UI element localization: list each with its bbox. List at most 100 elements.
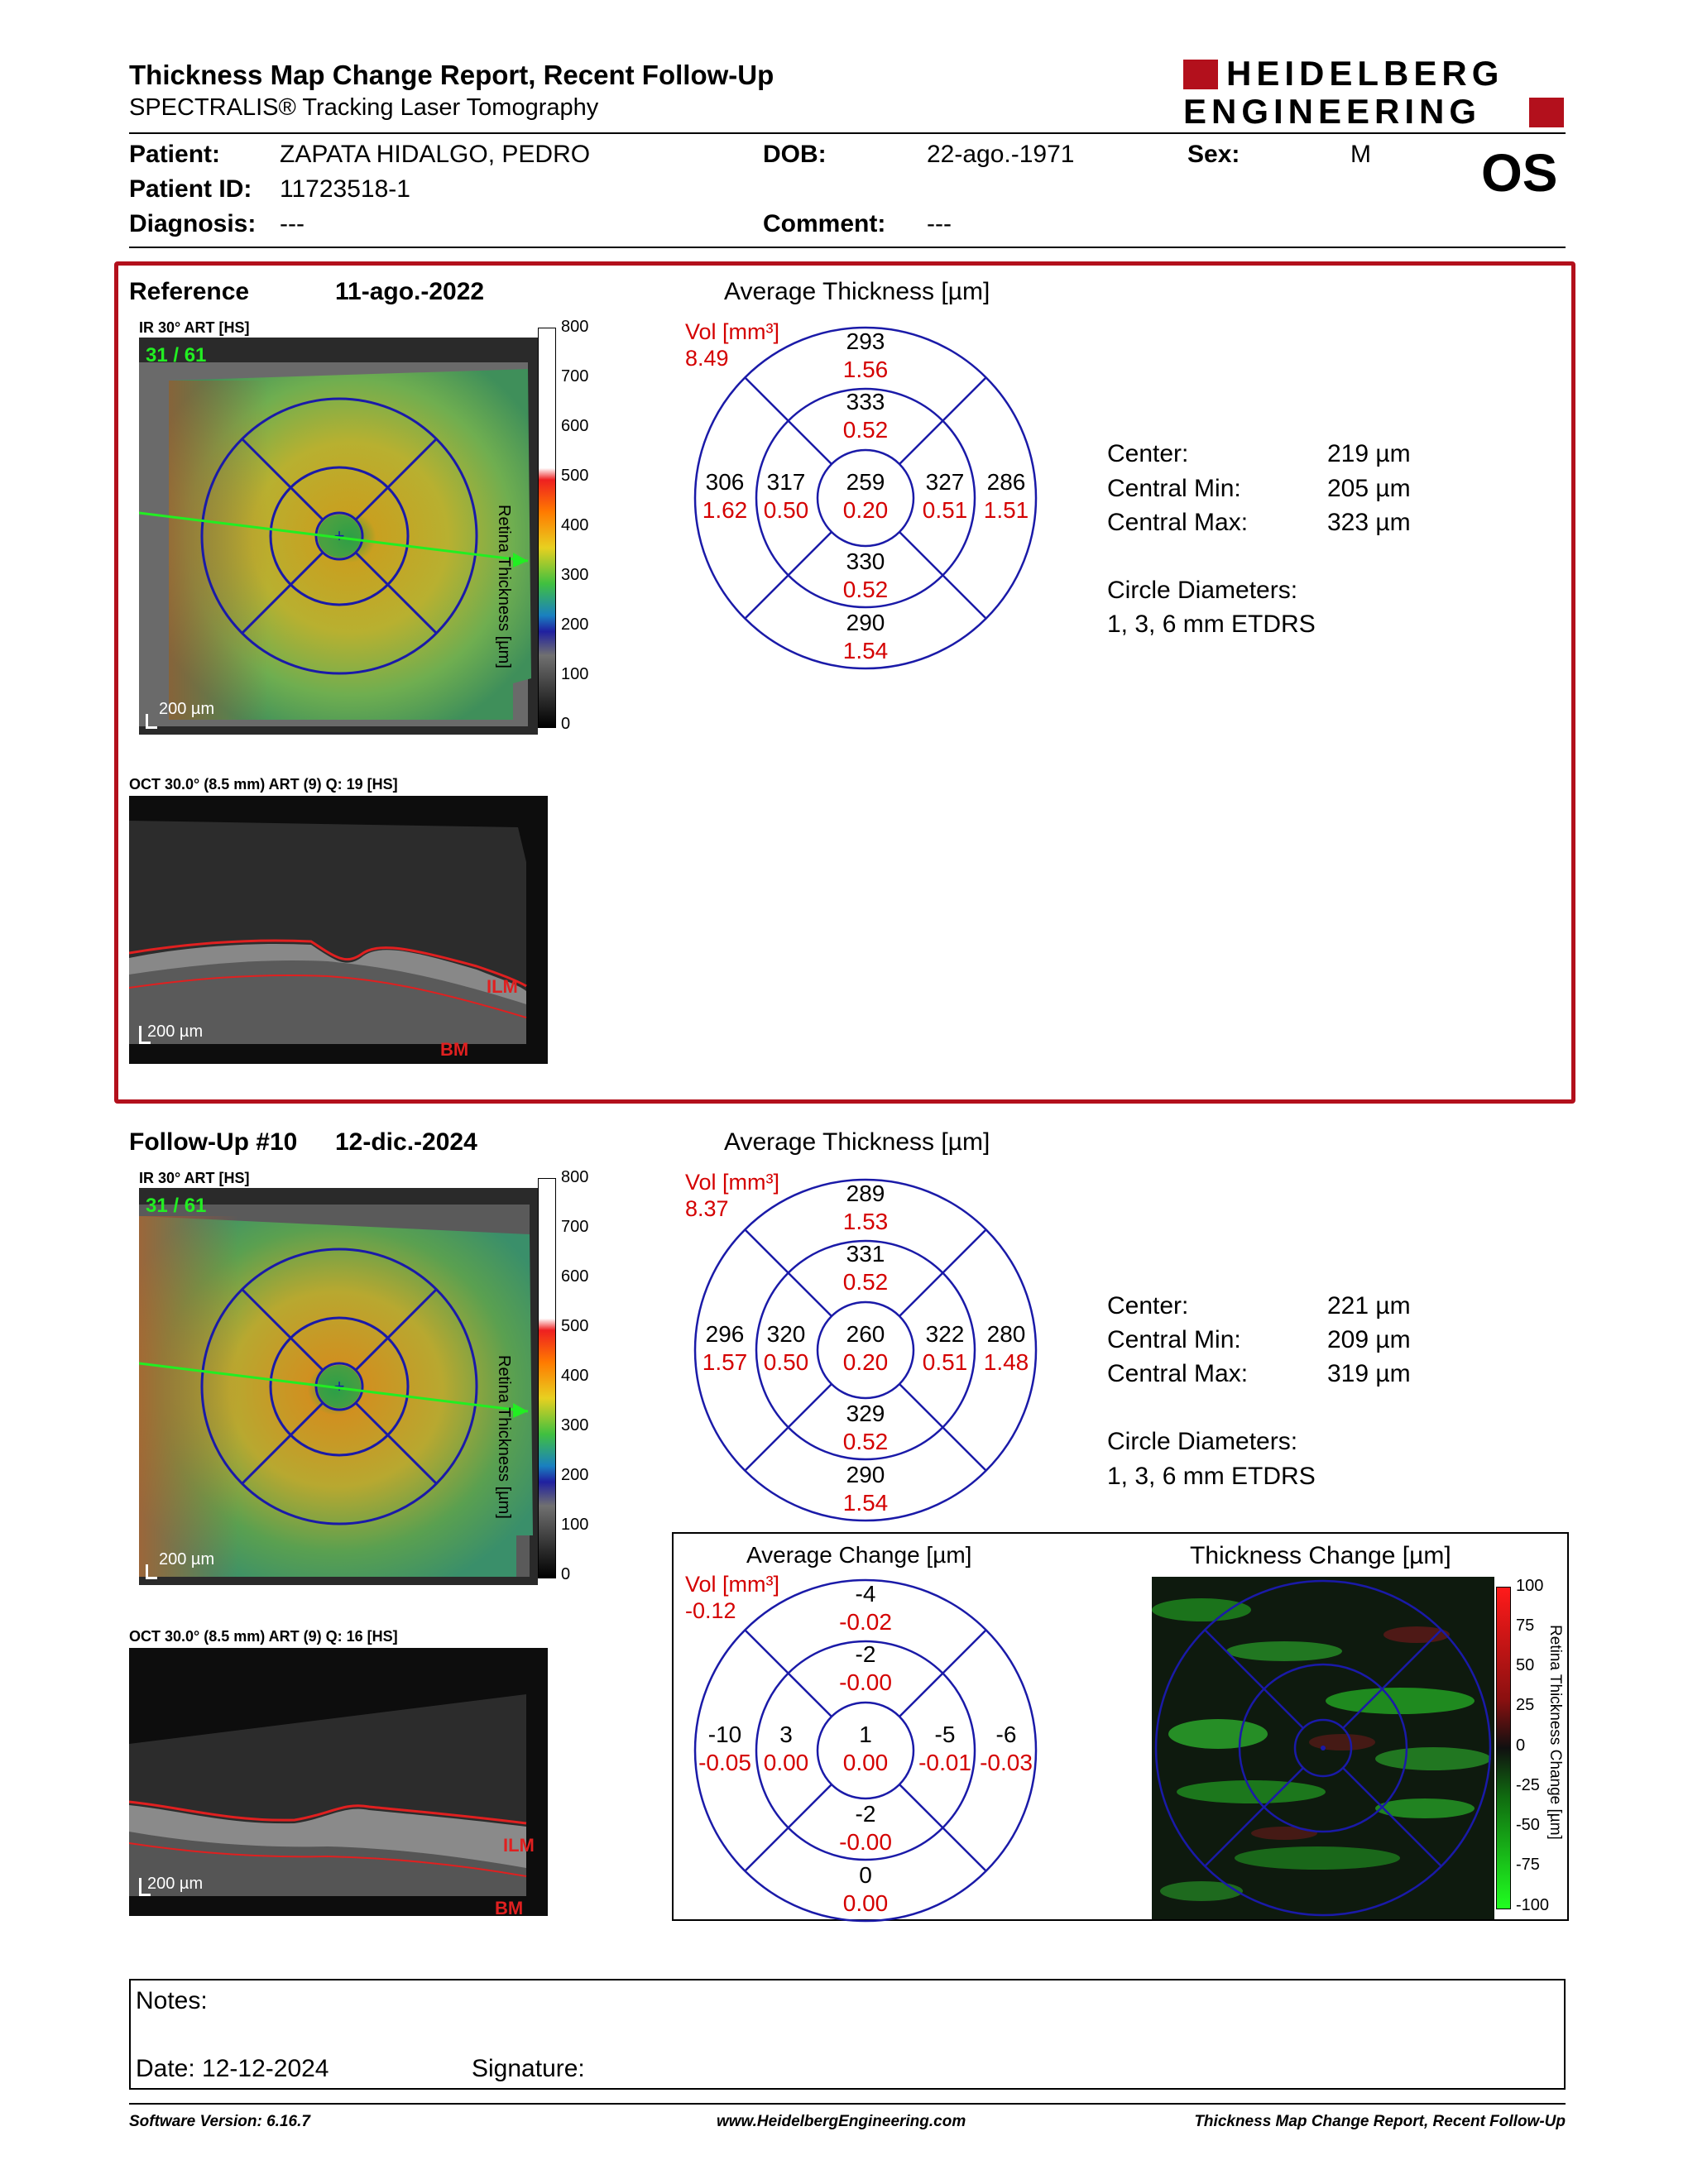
header-rule xyxy=(129,132,1566,134)
etdrs-outer-nasal-thickness: 286 xyxy=(987,469,1026,495)
change-colorbar xyxy=(1496,1587,1511,1909)
etdrs-center-thickness: 259 xyxy=(846,469,885,495)
etdrs-inner-inf-thickness: 329 xyxy=(846,1401,885,1426)
etdrs-inner-inf-volume: 0.52 xyxy=(843,577,889,602)
etdrs-outer-sup-volume: 1.53 xyxy=(843,1209,889,1234)
reference-colorbar-ticks: 800 700 600 500 400 300 200 100 0 xyxy=(561,318,611,733)
colorbar-tick: 100 xyxy=(1516,1577,1544,1595)
followup-date: 12-dic.-2024 xyxy=(335,1128,477,1156)
notes-box xyxy=(129,1979,1566,2090)
etdrs-outer-sup-volume: -0.02 xyxy=(839,1609,892,1635)
colorbar-tick: 0 xyxy=(1516,1736,1526,1755)
etdrs-inner-sup-volume: -0.00 xyxy=(839,1669,892,1695)
notes-label: Notes: xyxy=(136,1987,208,2014)
colorbar-tick: 25 xyxy=(1516,1696,1535,1714)
website-link[interactable]: www.HeidelbergEngineering.com xyxy=(717,2113,966,2130)
etdrs-inner-inf-thickness: -2 xyxy=(856,1801,876,1827)
followup-oct-scale: 200 µm xyxy=(147,1875,204,1893)
etdrs-center-volume: 0.20 xyxy=(843,1349,889,1375)
etdrs-inner-nasal-volume: 0.51 xyxy=(923,497,968,523)
etdrs-inner-nasal-thickness: -5 xyxy=(935,1722,956,1747)
colorbar-tick: 800 xyxy=(561,1168,589,1186)
followup-vol-total: 8.37 xyxy=(685,1196,729,1221)
followup-colorbar-title: Retina Thickness [µm] xyxy=(495,1355,513,1519)
followup-etdrs-grid: 289 1.53 331 0.52 296 1.57 320 0.50 260 … xyxy=(693,1178,1038,1522)
colorbar-tick: 400 xyxy=(561,1367,589,1385)
colorbar-tick: -50 xyxy=(1516,1816,1540,1834)
followup-oct-image: ILM BM 200 µm xyxy=(129,1648,548,1916)
reference-ir-caption: IR 30° ART [HS] xyxy=(139,319,250,336)
reference-thickness-map: + xyxy=(139,338,538,735)
etdrs-outer-nasal-volume: 1.51 xyxy=(984,497,1029,523)
reference-frame xyxy=(114,261,1575,1104)
followup-ilm-label: ILM xyxy=(503,1835,535,1856)
followup-label: Follow-Up #10 xyxy=(129,1128,298,1156)
followup-colorbar xyxy=(538,1178,556,1578)
followup-center-label: Center: xyxy=(1107,1292,1189,1320)
etdrs-outer-inf-volume: 1.54 xyxy=(843,1490,889,1516)
reference-vol-label: Vol [mm³] xyxy=(685,319,780,344)
reference-etdrs-grid: 293 1.56 333 0.52 306 1.62 317 0.50 259 … xyxy=(693,326,1038,670)
followup-chart-title: Average Thickness [µm] xyxy=(724,1128,990,1156)
colorbar-tick: 400 xyxy=(561,516,589,534)
change-vol-label: Vol [mm³] xyxy=(685,1572,780,1597)
followup-oct-caption: OCT 30.0° (8.5 mm) ART (9) Q: 16 [HS] xyxy=(129,1628,398,1645)
footer-rule xyxy=(129,2103,1566,2105)
reference-min-value: 205 µm xyxy=(1327,475,1411,502)
svg-text:+: + xyxy=(334,1376,345,1396)
etdrs-inner-inf-thickness: 330 xyxy=(846,548,885,574)
colorbar-tick: 600 xyxy=(561,1267,589,1286)
change-chart-title: Average Change [µm] xyxy=(746,1542,972,1568)
etdrs-outer-inf-thickness: 290 xyxy=(846,1462,885,1487)
etdrs-inner-temp-volume: 0.50 xyxy=(764,1349,809,1375)
etdrs-inner-sup-thickness: 333 xyxy=(846,389,885,414)
etdrs-inner-nasal-thickness: 327 xyxy=(926,469,965,495)
etdrs-outer-temp-thickness: 296 xyxy=(706,1321,745,1347)
followup-min-value: 209 µm xyxy=(1327,1326,1411,1353)
etdrs-inner-nasal-volume: 0.51 xyxy=(923,1349,968,1375)
reference-max-value: 323 µm xyxy=(1327,509,1411,536)
etdrs-inner-inf-volume: -0.00 xyxy=(839,1829,892,1855)
logo-red-block-top xyxy=(1183,60,1218,89)
etdrs-inner-nasal-thickness: 322 xyxy=(926,1321,965,1347)
etdrs-outer-nasal-volume: 1.48 xyxy=(984,1349,1029,1375)
followup-fundus-image: + 31 / 61 200 µm xyxy=(139,1188,538,1585)
etdrs-outer-temp-thickness: -10 xyxy=(708,1722,741,1747)
etdrs-inner-temp-thickness: 3 xyxy=(779,1722,793,1747)
colorbar-tick: 300 xyxy=(561,1416,589,1434)
etdrs-inner-inf-volume: 0.52 xyxy=(843,1429,889,1454)
followup-vol-label: Vol [mm³] xyxy=(685,1170,780,1195)
etdrs-outer-sup-thickness: 293 xyxy=(846,328,885,354)
comment-label: Comment: xyxy=(763,210,886,237)
sex-label: Sex: xyxy=(1187,141,1240,168)
etdrs-inner-sup-volume: 0.52 xyxy=(843,1269,889,1295)
followup-min-label: Central Min: xyxy=(1107,1326,1241,1353)
logo-line-1: HEIDELBERG xyxy=(1226,54,1504,93)
colorbar-tick: 200 xyxy=(561,1466,589,1484)
followup-max-label: Central Max: xyxy=(1107,1360,1249,1387)
logo-red-block-bottom xyxy=(1529,98,1564,127)
etdrs-outer-sup-thickness: 289 xyxy=(846,1181,885,1206)
patient-rule xyxy=(129,247,1566,248)
reference-chart-title: Average Thickness [µm] xyxy=(724,278,990,305)
colorbar-tick: 700 xyxy=(561,367,589,386)
reference-label: Reference xyxy=(129,278,250,305)
diagnosis-label: Diagnosis: xyxy=(129,210,257,237)
patient-name: ZAPATA HIDALGO, PEDRO xyxy=(280,141,591,168)
followup-max-value: 319 µm xyxy=(1327,1360,1411,1387)
reference-colorbar xyxy=(538,328,556,728)
reference-oct-scale: 200 µm xyxy=(147,1023,204,1041)
reference-oct-caption: OCT 30.0° (8.5 mm) ART (9) Q: 19 [HS] xyxy=(129,776,398,793)
etdrs-outer-sup-volume: 1.56 xyxy=(843,357,889,382)
etdrs-inner-sup-volume: 0.52 xyxy=(843,417,889,443)
diagnosis-value: --- xyxy=(280,210,305,237)
comment-value: --- xyxy=(927,210,952,237)
colorbar-tick: 500 xyxy=(561,467,589,485)
change-colorbar-title: Retina Thickness Change [µm] xyxy=(1547,1625,1564,1840)
colorbar-tick: 50 xyxy=(1516,1656,1535,1674)
dob-value: 22-ago.-1971 xyxy=(927,141,1075,168)
reference-ilm-label: ILM xyxy=(487,976,518,997)
change-panel xyxy=(672,1532,1569,1921)
colorbar-tick: 200 xyxy=(561,615,589,634)
etdrs-outer-temp-thickness: 306 xyxy=(706,469,745,495)
